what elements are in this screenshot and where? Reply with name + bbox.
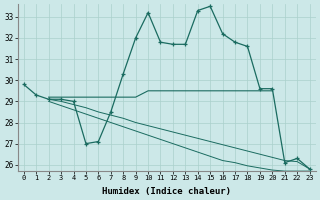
X-axis label: Humidex (Indice chaleur): Humidex (Indice chaleur)	[102, 187, 231, 196]
